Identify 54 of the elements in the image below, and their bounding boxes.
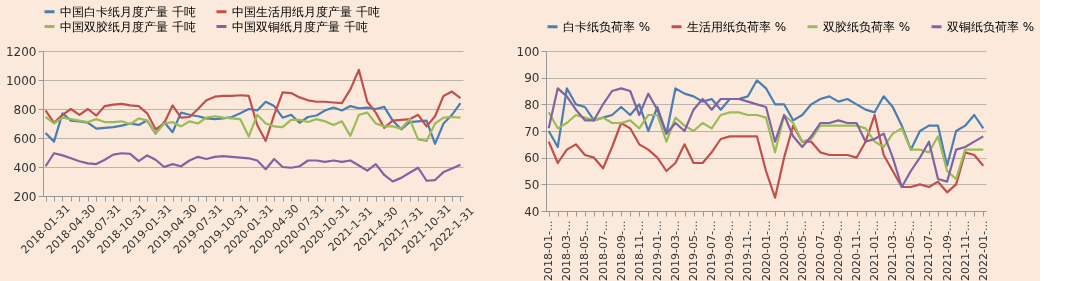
x-tick-label: 2019-07-...	[705, 220, 719, 281]
x-tick-label: 2020-05-...	[795, 220, 809, 281]
legend-label: 中国双铜纸月度产量 千吨	[232, 19, 368, 34]
y-tick-label: 200	[13, 189, 37, 204]
x-tick-label: 2021-11-...	[958, 220, 972, 281]
y-tick-label: 60	[524, 151, 540, 166]
legend-label: 中国生活用纸月度产量 千吨	[232, 4, 380, 19]
line-series	[547, 87, 985, 189]
y-tick-label: 40	[524, 204, 540, 219]
x-tick-label: 2018-05-...	[578, 220, 592, 281]
y-tick-label: 400	[13, 160, 37, 175]
legend-label: 双胶纸负荷率 %	[823, 19, 911, 34]
line-series	[44, 152, 462, 183]
legend-label: 中国双胶纸月度产量 千吨	[60, 19, 196, 34]
x-tick-label: 2020-09-...	[831, 220, 845, 281]
x-tick-label: 2021-07-...	[922, 220, 936, 281]
x-tick-label: 2020-03-...	[777, 220, 791, 281]
legend-label: 生活用纸负荷率 %	[687, 19, 787, 34]
x-tick-label: 2020-01-...	[759, 220, 773, 281]
line-series	[547, 113, 985, 199]
line-series	[44, 111, 462, 142]
y-tick-label: 70	[524, 124, 540, 139]
y-tick-label: 90	[524, 71, 540, 86]
y-tick-label: 600	[13, 131, 37, 146]
x-tick-label: 2021-03-...	[886, 220, 900, 281]
x-tick-label: 2019-03-...	[668, 220, 682, 281]
y-tick-label: 800	[13, 102, 37, 117]
y-tick-label: 80	[524, 97, 540, 112]
y-tick-label: 1200	[5, 44, 37, 59]
x-tick-label: 2018-07-...	[596, 220, 610, 281]
legend-label: 双铜纸负荷率 %	[947, 19, 1035, 34]
x-tick-label: 2018-01-...	[542, 220, 556, 281]
x-tick-label: 2019-11-...	[741, 220, 755, 281]
line-series	[547, 111, 985, 181]
x-tick-label: 2021-01-...	[868, 220, 882, 281]
x-tick-label: 2018-09-...	[614, 220, 628, 281]
line-series	[547, 79, 985, 167]
x-tick-label: 2019-01-...	[650, 220, 664, 281]
y-tick-label: 1000	[5, 73, 37, 88]
x-tick-label: 2021-05-...	[904, 220, 918, 281]
x-tick-label: 2018-11-...	[632, 220, 646, 281]
x-tick-label: 2020-11-...	[850, 220, 864, 281]
line-series	[44, 68, 462, 142]
x-tick-label: 2019-05-...	[687, 220, 701, 281]
legend-label: 白卡纸负荷率 %	[563, 19, 651, 34]
x-tick-label: 2021-09-...	[940, 220, 954, 281]
x-tick-label: 2020-07-...	[813, 220, 827, 281]
y-tick-label: 50	[524, 177, 540, 192]
x-tick-label: 2018-03-...	[560, 220, 574, 281]
x-tick-label: 2022-01-...	[976, 220, 990, 281]
legend-label: 中国白卡纸月度产量 千吨	[60, 4, 196, 19]
line-series	[44, 100, 462, 145]
y-tick-label: 100	[516, 44, 540, 59]
x-tick-label: 2019-09-...	[723, 220, 737, 281]
